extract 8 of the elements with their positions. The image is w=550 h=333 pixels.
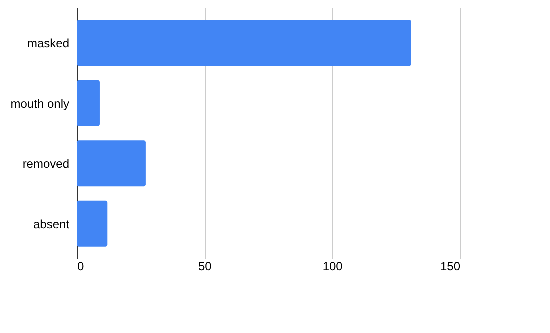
y-tick-label: removed — [22, 157, 70, 172]
x-tick-label: 0 — [78, 260, 84, 274]
x-tick-label: 100 — [322, 260, 344, 274]
y-tick-label: masked — [27, 36, 70, 51]
x-tick-label: 50 — [198, 260, 212, 274]
y-tick-label: mouth only — [10, 96, 70, 111]
y-tick-label: absent — [33, 217, 70, 232]
x-tick-label: 150 — [440, 260, 461, 274]
